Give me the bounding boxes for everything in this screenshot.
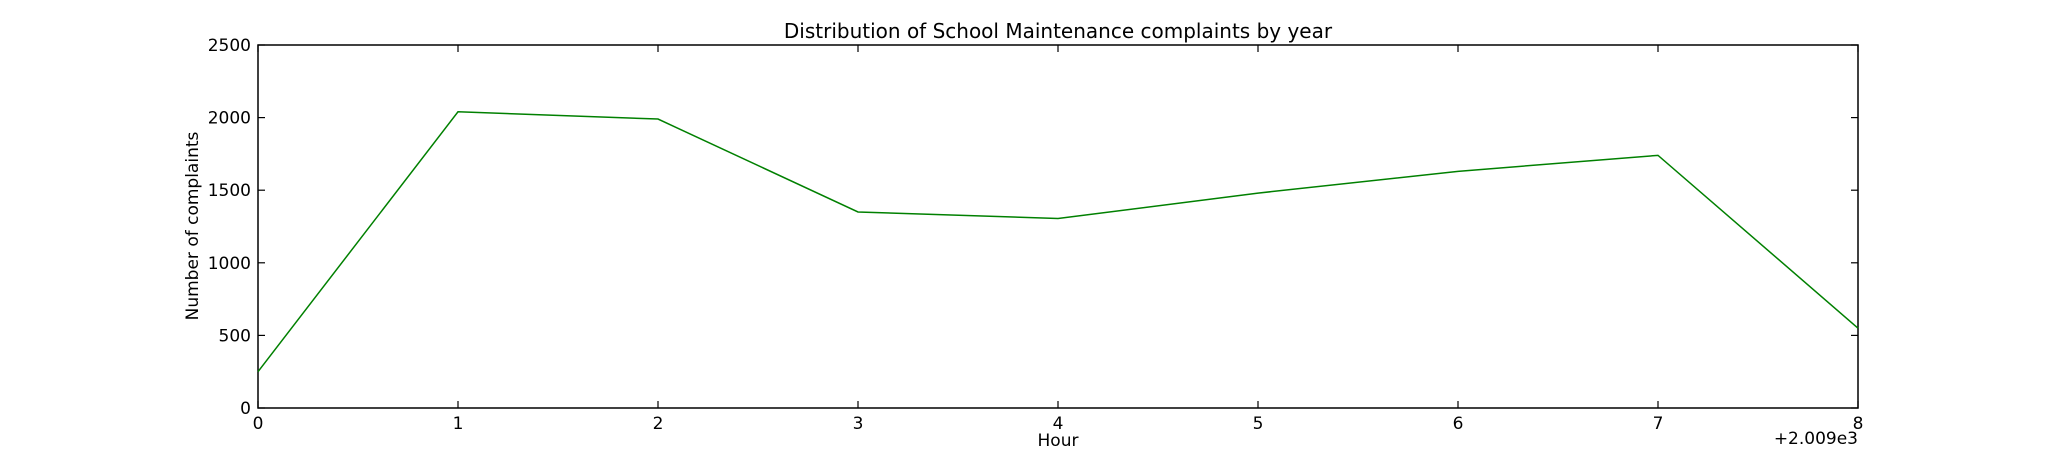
x-tick-label: 3	[853, 414, 864, 434]
y-axis: 0 500 1000 1500 2000 2500	[208, 36, 1858, 419]
y-axis-label: Number of complaints	[183, 131, 203, 320]
x-axis-label: Hour	[1038, 431, 1079, 450]
y-tick-label: 500	[219, 326, 251, 346]
chart-title: Distribution of School Maintenance compl…	[784, 19, 1333, 43]
y-tick-label: 1000	[208, 254, 251, 274]
y-tick-label: 2000	[208, 109, 251, 129]
x-axis-offset-label: +2.009e3	[1774, 429, 1858, 449]
series-layer	[257, 111, 1859, 373]
x-tick-label: 8	[1853, 414, 1864, 434]
y-tick-label: 0	[240, 399, 251, 419]
series-line	[257, 111, 1859, 373]
plot-frame	[257, 44, 1859, 409]
x-tick-label: 4	[1053, 414, 1064, 434]
x-tick-label: 6	[1453, 414, 1464, 434]
x-tick-label: 7	[1653, 414, 1664, 434]
x-tick-label: 0	[253, 414, 264, 434]
plot-area: 0 500 1000 1500 2000 2500 0 1 2 3 4 5 6 7 8	[208, 36, 1864, 434]
x-tick-label: 1	[453, 414, 464, 434]
y-tick-label: 2500	[208, 36, 251, 56]
x-tick-label: 2	[653, 414, 664, 434]
x-tick-label: 5	[1253, 414, 1264, 434]
x-axis: 0 1 2 3 4 5 6 7 8	[253, 45, 1864, 434]
y-tick-label: 1500	[208, 181, 251, 201]
